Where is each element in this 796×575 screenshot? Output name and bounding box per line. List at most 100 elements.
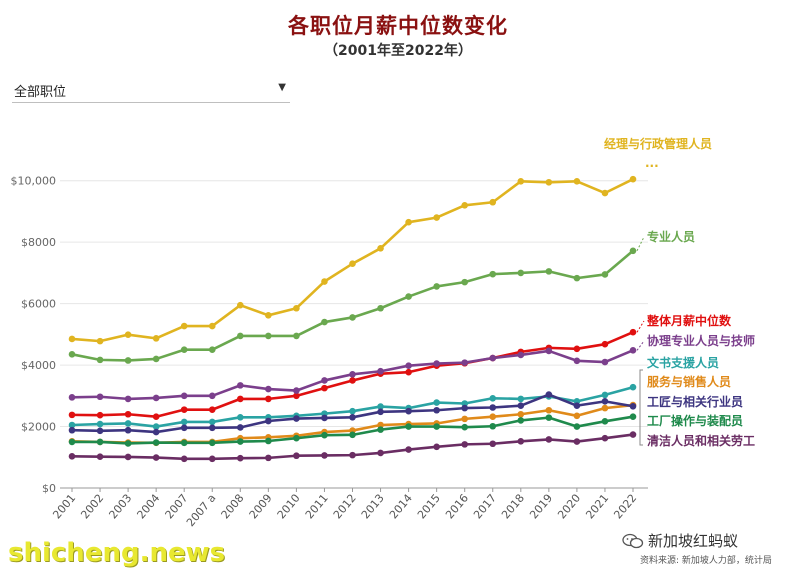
data-point: [293, 392, 300, 400]
data-point: [461, 415, 469, 423]
data-point: [461, 404, 469, 412]
data-source: 资料来源: 新加坡人力部，统计局: [640, 556, 772, 566]
data-point: [349, 414, 356, 421]
data-point: [489, 440, 497, 448]
series-label-ellipsis: ···: [645, 159, 659, 173]
data-point: [265, 332, 272, 340]
data-point: [545, 406, 553, 414]
data-point: [405, 423, 412, 430]
series-label: 专业人员: [647, 229, 695, 244]
data-point: [489, 198, 497, 206]
x-tick-label: 2004: [134, 492, 162, 522]
data-point: [124, 395, 132, 403]
data-point: [461, 202, 469, 209]
data-point: [489, 422, 497, 430]
data-point: [461, 441, 469, 448]
data-point: [601, 404, 609, 412]
data-point: [601, 189, 609, 197]
data-point: [349, 431, 356, 439]
label-leader: [636, 236, 645, 252]
label-leader: [636, 340, 645, 351]
data-point: [377, 304, 384, 312]
data-point: [601, 340, 609, 348]
data-point: [517, 178, 525, 185]
data-point: [96, 438, 104, 446]
data-point: [433, 399, 440, 406]
data-point: [405, 293, 412, 300]
data-point: [96, 411, 104, 419]
data-point: [405, 218, 412, 226]
data-point: [208, 406, 216, 413]
x-tick-label: 2013: [359, 492, 387, 522]
data-point: [405, 368, 412, 376]
data-point: [321, 278, 328, 285]
data-point: [152, 413, 160, 421]
data-point: [405, 407, 412, 415]
data-point: [124, 420, 132, 427]
data-point: [629, 247, 637, 255]
data-point: [349, 314, 356, 321]
data-point: [573, 412, 581, 420]
data-point: [68, 438, 76, 446]
data-point: [601, 391, 609, 399]
data-point: [152, 335, 160, 342]
data-point: [237, 332, 244, 340]
data-point: [180, 322, 188, 330]
data-point: [489, 394, 497, 402]
data-point: [629, 175, 637, 183]
data-point: [124, 440, 132, 447]
occupation-filter-value: 全部职位: [14, 85, 67, 100]
data-point: [180, 392, 188, 400]
data-point: [489, 270, 497, 278]
occupation-filter-dropdown[interactable]: 全部职位 ▼: [12, 78, 290, 103]
x-tick-label: 2020: [555, 492, 583, 522]
data-point: [321, 452, 328, 459]
data-point: [377, 408, 384, 416]
data-point: [96, 427, 104, 435]
wechat-icon: [622, 533, 644, 548]
data-point: [237, 301, 244, 309]
data-point: [545, 178, 553, 186]
data-point: [629, 347, 637, 354]
data-point: [180, 406, 188, 413]
data-point: [68, 351, 76, 358]
x-tick-label: 2012: [331, 492, 359, 522]
data-point: [124, 331, 132, 338]
y-tick-label: $10,000: [11, 175, 57, 188]
series-label: 协理专业人员与技师: [647, 333, 755, 348]
x-tick-label: 2018: [499, 492, 527, 522]
data-point: [293, 452, 300, 460]
data-point: [433, 443, 440, 451]
data-point: [489, 404, 497, 411]
data-point: [152, 394, 160, 402]
data-point: [96, 356, 104, 364]
data-point: [293, 304, 300, 312]
wechat-account-name: 新加坡红蚂蚁: [648, 532, 739, 550]
data-point: [461, 359, 469, 366]
series-label: 整体月薪中位数: [646, 313, 732, 328]
data-point: [349, 377, 356, 384]
data-point: [152, 454, 160, 461]
x-tick-label: 2016: [443, 492, 471, 522]
data-point: [517, 410, 525, 418]
data-point: [601, 418, 609, 425]
chart-subtitle: （2001年至2022年）: [324, 43, 472, 59]
data-point: [180, 424, 188, 432]
data-point: [573, 402, 581, 409]
data-point: [293, 415, 300, 422]
data-point: [433, 423, 440, 430]
x-tick-label: 2003: [106, 492, 134, 522]
data-point: [545, 268, 553, 275]
data-point: [405, 446, 412, 453]
data-point: [629, 383, 637, 391]
caret-down-icon[interactable]: ▼: [278, 82, 286, 93]
data-point: [208, 346, 216, 354]
data-point: [377, 245, 384, 252]
data-point: [601, 434, 609, 442]
data-point: [208, 322, 216, 330]
data-point: [573, 357, 581, 365]
data-point: [96, 337, 104, 345]
data-point: [517, 351, 525, 359]
x-tick-label: 2009: [247, 492, 275, 522]
